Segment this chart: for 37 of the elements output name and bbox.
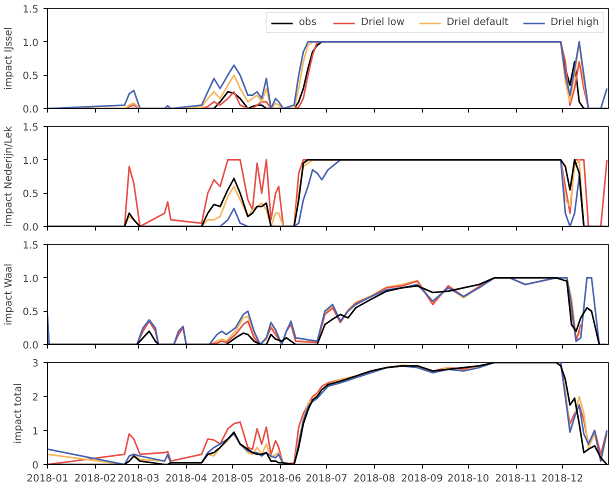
x-tick-label: 2018-10 [447,474,490,484]
y-tick-label: 1.5 [22,4,39,16]
y-tick-label: 0.0 [22,340,39,352]
y-tick-label: 0.0 [22,104,39,116]
x-tick-label: 2018-04 [165,474,208,484]
y-tick-label: 1.0 [22,38,39,49]
y-axis-title: impact Waal [4,264,15,326]
x-tick-label: 2018-08 [353,474,396,484]
line-series [48,362,608,464]
legend-label: Driel high [550,17,599,28]
y-tick-label: 0.5 [22,71,39,82]
y-axis-title: impact Nederijn/Lek [4,126,15,227]
y-tick-label: 0.5 [22,189,39,200]
legend-label: obs [298,17,318,28]
y-tick-label: 1.5 [22,122,39,134]
y-axis-title: impact total [13,383,24,444]
x-tick-label: 2018-03 [118,474,160,484]
y-tick-label: 3 [32,358,39,370]
x-tick-label: 2018-11 [495,474,537,484]
x-tick-label: 2018-05 [212,474,254,484]
y-tick-label: 0 [32,460,39,472]
x-tick-label: 2018-01 [26,474,68,484]
y-tick-label: 0.0 [22,222,39,234]
y-tick-label: 1.0 [22,156,39,167]
y-tick-label: 1.5 [22,240,39,252]
legend-label: Driel low [360,17,405,28]
y-tick-label: 0.5 [22,307,39,318]
y-tick-label: 2 [32,392,39,404]
x-tick-label: 2018-12 [541,474,584,484]
y-tick-label: 1 [32,426,39,438]
x-tick-label: 2018-02 [74,474,116,484]
x-tick-label: 2018-07 [306,474,348,484]
x-tick-label: 2018-06 [259,474,302,484]
y-tick-label: 1.0 [22,274,39,285]
x-tick-label: 2018-09 [401,474,443,484]
y-axis-title: impact IJssel [4,27,15,90]
legend-label: Driel default [446,17,508,28]
